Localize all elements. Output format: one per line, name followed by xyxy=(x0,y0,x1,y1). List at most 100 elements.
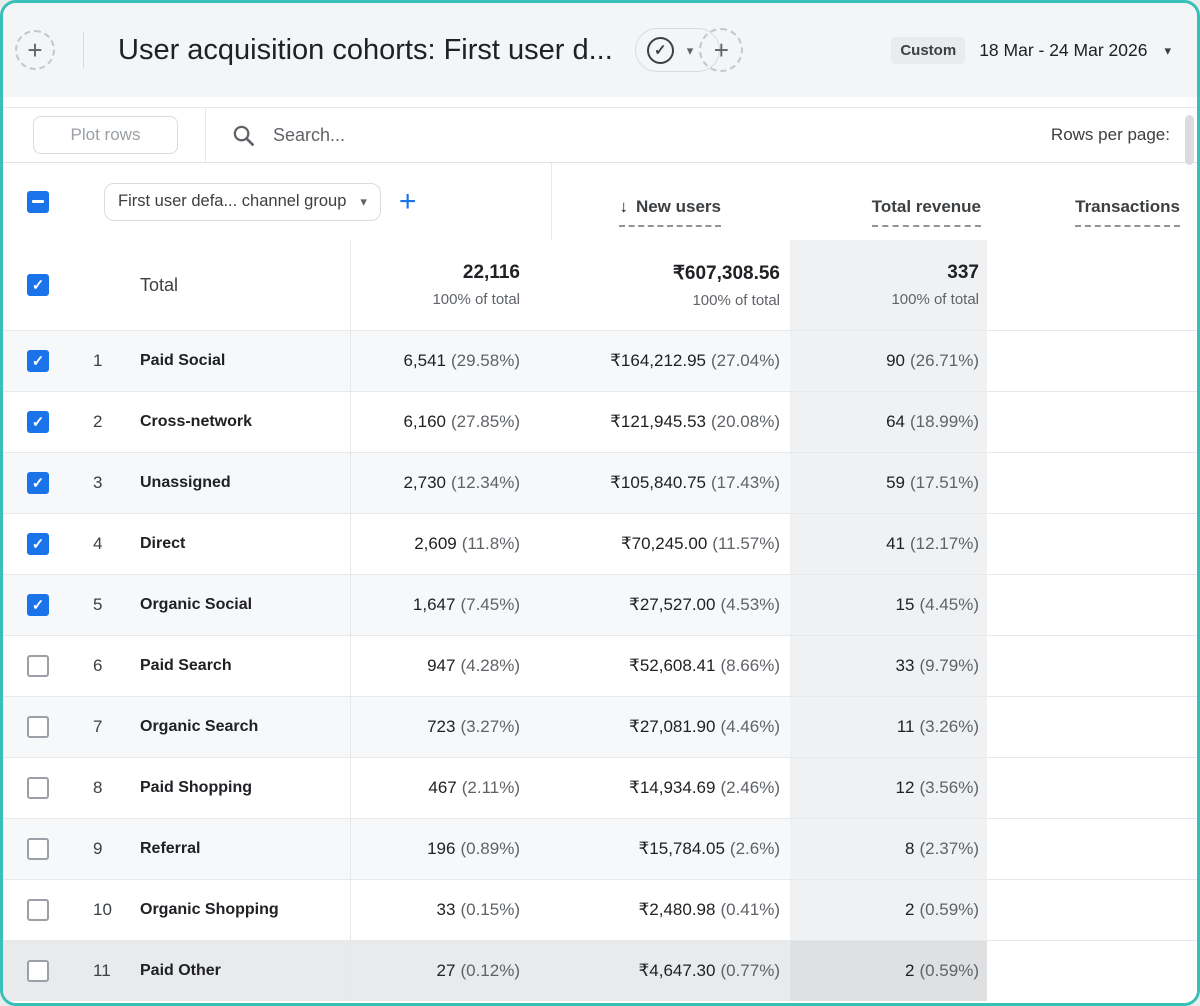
check-icon: ✓ xyxy=(31,276,45,294)
add-comparison-button[interactable]: + xyxy=(15,30,55,70)
row-channel-label: Paid Social xyxy=(140,352,226,369)
total-transactions-share: 100% of total xyxy=(891,291,979,308)
row-revenue-cell: ₹14,934.69 (2.46%) xyxy=(530,758,790,818)
row-index: 6 xyxy=(93,656,103,675)
revenue-value: ₹105,840.75 xyxy=(610,473,707,492)
total-transactions: 337 xyxy=(947,262,979,283)
dimension-header-cell: First user defa... channel group ▾ + xyxy=(3,163,551,240)
search-icon xyxy=(233,125,254,146)
total-revenue-header[interactable]: Total revenue xyxy=(871,197,981,227)
table-row[interactable]: ✓ 1 Paid Social 6,541 (29.58%) ₹164,212.… xyxy=(3,330,1197,391)
vertical-scrollbar-thumb[interactable] xyxy=(1185,115,1194,165)
row-channel-label: Organic Social xyxy=(140,596,253,613)
row-channel-label: Direct xyxy=(140,535,186,552)
row-index: 3 xyxy=(93,473,103,492)
row-channel-label: Paid Shopping xyxy=(140,779,252,796)
dimension-selector[interactable]: First user defa... channel group ▾ xyxy=(104,182,381,221)
revenue-value: ₹4,647.30 xyxy=(638,961,716,980)
new-users-percent: (0.89%) xyxy=(460,839,520,858)
total-checkbox[interactable]: ✓ xyxy=(27,274,49,296)
row-checkbox-cell: ✓ xyxy=(3,960,93,982)
indeterminate-icon xyxy=(32,200,44,203)
row-index: 5 xyxy=(93,595,103,614)
table-body: ✓ 1 Paid Social 6,541 (29.58%) ₹164,212.… xyxy=(3,330,1197,1001)
table-row[interactable]: ✓ 6 Paid Search 947 (4.28%) ₹52,608.41 (… xyxy=(3,635,1197,696)
column-header-transactions: Transactions xyxy=(991,163,1188,240)
row-transactions-cell: 64 (18.99%) xyxy=(790,392,987,452)
row-checkbox[interactable]: ✓ xyxy=(27,899,49,921)
row-checkbox[interactable]: ✓ xyxy=(27,777,49,799)
row-checkbox[interactable]: ✓ xyxy=(27,594,49,616)
row-index: 1 xyxy=(93,351,103,370)
table-row[interactable]: ✓ 4 Direct 2,609 (11.8%) ₹70,245.00 (11.… xyxy=(3,513,1197,574)
row-gutter xyxy=(987,941,1197,1001)
table-row[interactable]: ✓ 11 Paid Other 27 (0.12%) ₹4,647.30 (0.… xyxy=(3,940,1197,1001)
row-checkbox[interactable]: ✓ xyxy=(27,655,49,677)
table-row[interactable]: ✓ 3 Unassigned 2,730 (12.34%) ₹105,840.7… xyxy=(3,452,1197,513)
transactions-percent: (2.37%) xyxy=(919,839,979,858)
transactions-percent: (26.71%) xyxy=(910,351,979,370)
revenue-value: ₹121,945.53 xyxy=(610,412,707,431)
new-users-sort-header[interactable]: ↓ New users xyxy=(619,197,721,227)
table-row[interactable]: ✓ 9 Referral 196 (0.89%) ₹15,784.05 (2.6… xyxy=(3,818,1197,879)
transactions-value: 64 xyxy=(886,412,906,431)
total-row: ✓ Total 22,116 100% of total ₹607,308.56… xyxy=(3,240,1197,330)
table-header-row: First user defa... channel group ▾ + ↓ Ne… xyxy=(3,163,1197,240)
search-input[interactable]: Search... xyxy=(273,124,346,145)
new-users-value: 2,730 xyxy=(403,473,447,492)
revenue-percent: (20.08%) xyxy=(711,412,780,431)
row-index: 2 xyxy=(93,412,103,431)
transactions-percent: (3.26%) xyxy=(919,717,979,736)
total-revenue: ₹607,308.56 xyxy=(672,262,780,284)
total-new-users: 22,116 xyxy=(462,262,520,283)
row-index: 7 xyxy=(93,717,103,736)
dimension-selector-label: First user defa... channel group xyxy=(118,192,347,210)
row-checkbox[interactable]: ✓ xyxy=(27,472,49,494)
row-new-users-cell: 1,647 (7.45%) xyxy=(350,575,530,635)
transactions-value: 41 xyxy=(886,534,906,553)
date-caret-icon[interactable]: ▾ xyxy=(1164,42,1171,58)
transactions-percent: (12.17%) xyxy=(910,534,979,553)
report-header: + User acquisition cohorts: First user d… xyxy=(3,3,1197,97)
add-filter-button[interactable]: + xyxy=(699,28,744,72)
rows-per-page-label: Rows per page: xyxy=(1050,125,1170,144)
row-checkbox[interactable]: ✓ xyxy=(27,960,49,982)
revenue-percent: (8.66%) xyxy=(720,656,780,675)
new-users-value: 33 xyxy=(436,900,456,919)
row-revenue-cell: ₹15,784.05 (2.6%) xyxy=(530,819,790,879)
table-row[interactable]: ✓ 10 Organic Shopping 33 (0.15%) ₹2,480.… xyxy=(3,879,1197,940)
table-row[interactable]: ✓ 2 Cross-network 6,160 (27.85%) ₹121,94… xyxy=(3,391,1197,452)
row-transactions-cell: 2 (0.59%) xyxy=(790,880,987,940)
row-revenue-cell: ₹164,212.95 (27.04%) xyxy=(530,331,790,391)
new-users-percent: (12.34%) xyxy=(451,473,520,492)
revenue-value: ₹27,527.00 xyxy=(629,595,716,614)
row-checkbox[interactable]: ✓ xyxy=(27,838,49,860)
new-users-value: 6,541 xyxy=(403,351,447,370)
row-checkbox[interactable]: ✓ xyxy=(27,716,49,738)
row-transactions-cell: 2 (0.59%) xyxy=(790,941,987,1001)
date-range[interactable]: 18 Mar - 24 Mar 2026 xyxy=(979,39,1148,60)
table-row[interactable]: ✓ 8 Paid Shopping 467 (2.11%) ₹14,934.69… xyxy=(3,757,1197,818)
new-users-percent: (29.58%) xyxy=(451,351,520,370)
page-title: User acquisition cohorts: First user d..… xyxy=(118,33,613,66)
comparison-pill[interactable]: ✓ ▾ xyxy=(634,28,721,72)
row-index: 9 xyxy=(93,839,103,858)
row-checkbox[interactable]: ✓ xyxy=(27,411,49,433)
table-row[interactable]: ✓ 5 Organic Social 1,647 (7.45%) ₹27,527… xyxy=(3,574,1197,635)
row-new-users-cell: 2,609 (11.8%) xyxy=(350,514,530,574)
plot-rows-button[interactable]: Plot rows xyxy=(33,116,178,154)
new-users-value: 2,609 xyxy=(414,534,457,553)
row-checkbox[interactable]: ✓ xyxy=(27,533,49,555)
row-checkbox[interactable]: ✓ xyxy=(27,350,49,372)
row-index: 4 xyxy=(93,534,103,553)
table-row[interactable]: ✓ 7 Organic Search 723 (3.27%) ₹27,081.9… xyxy=(3,696,1197,757)
select-all-checkbox[interactable] xyxy=(27,190,49,213)
check-icon: ✓ xyxy=(31,474,45,492)
revenue-percent: (11.57%) xyxy=(712,534,780,553)
revenue-percent: (4.46%) xyxy=(720,717,780,736)
row-index: 11 xyxy=(93,961,111,980)
add-dimension-button[interactable]: + xyxy=(398,184,417,218)
revenue-percent: (0.77%) xyxy=(720,961,780,980)
transactions-header[interactable]: Transactions xyxy=(1075,197,1180,227)
row-channel-label: Cross-network xyxy=(140,413,253,430)
